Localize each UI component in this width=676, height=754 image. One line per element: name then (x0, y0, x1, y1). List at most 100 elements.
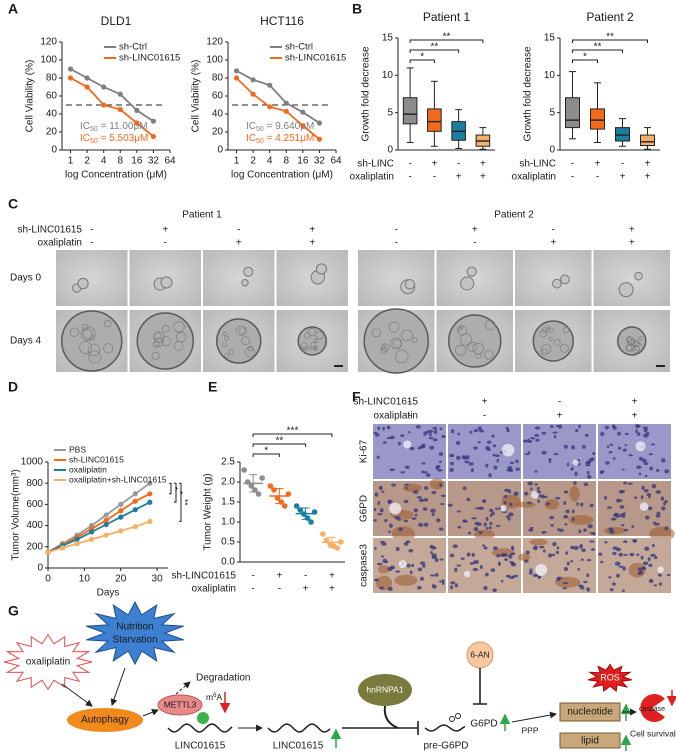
organoid (404, 279, 416, 290)
data-point (233, 75, 240, 81)
condition-sign: - (90, 238, 93, 249)
nucleus (553, 453, 559, 456)
nucleus (618, 552, 624, 557)
nucleus (576, 502, 579, 506)
condition-sign: - (473, 238, 476, 249)
nucleus (429, 445, 435, 450)
cell (239, 327, 247, 335)
nucleus (641, 485, 645, 491)
nucleus (524, 453, 531, 456)
nucleus (511, 562, 517, 567)
micrograph (56, 250, 128, 306)
condition-sign: - (408, 172, 411, 183)
significance-label: ** (430, 42, 438, 53)
data-point (89, 536, 95, 542)
nucleus (530, 487, 533, 491)
nucleus (643, 489, 649, 493)
nucleus (449, 461, 454, 466)
cell (411, 337, 418, 344)
nucleus (641, 566, 647, 571)
nucleus (655, 468, 660, 472)
nucleus (528, 528, 534, 532)
organoid (363, 308, 429, 374)
nucleus (414, 513, 418, 517)
nucleus (557, 424, 563, 429)
condition-sign: + (480, 172, 486, 183)
lumen (389, 502, 402, 515)
cell (466, 341, 478, 353)
legend-label: oxaliplatin (69, 464, 107, 474)
nucleus (374, 578, 380, 582)
data-point (103, 532, 109, 538)
row-label: Days 4 (10, 336, 42, 347)
data-point (67, 66, 74, 72)
nucleus (566, 462, 570, 467)
nucleus (578, 529, 582, 534)
y-tick-label: 10 (382, 70, 394, 81)
y-tick-label: 0 (51, 145, 57, 156)
cell (153, 331, 165, 343)
y-axis-label: Cell Viability (%) (25, 60, 36, 133)
cell (388, 321, 400, 333)
condition-label: oxaliplatin (374, 411, 418, 422)
nucleus (439, 558, 444, 561)
nucleus (438, 527, 444, 531)
ihc-image (598, 424, 671, 479)
box (640, 134, 655, 147)
nucleus (374, 547, 377, 550)
y-tick-label: 40 (46, 109, 58, 120)
nucleus (377, 512, 383, 516)
nucleus (434, 558, 439, 563)
nucleus (478, 531, 483, 534)
series-line (47, 492, 151, 553)
nucleus (440, 502, 445, 506)
nucleus (655, 490, 662, 494)
cell (236, 325, 247, 336)
nucleus (616, 573, 620, 578)
arrow (142, 708, 159, 717)
nucleus (515, 459, 519, 464)
nucleus (579, 544, 583, 549)
significance-label: * (583, 52, 587, 63)
panel-label: B (352, 1, 362, 17)
nucleus (403, 499, 409, 504)
nucleus (543, 549, 546, 553)
significance-label: ** (606, 32, 614, 43)
condition-sign: - (552, 225, 555, 236)
series-line (70, 77, 154, 138)
nucleus (586, 470, 590, 475)
nucleus (555, 496, 561, 500)
nucleus (600, 560, 604, 564)
cell (540, 348, 548, 356)
condition-sign: - (571, 172, 574, 183)
data-point (250, 91, 256, 97)
condition-sign: - (621, 159, 624, 170)
nucleus (484, 572, 489, 577)
scissor (449, 716, 455, 722)
nucleus (505, 489, 512, 492)
nucleus (397, 441, 401, 446)
nucleus (491, 434, 495, 438)
panel-label: D (8, 379, 18, 395)
nucleus (409, 570, 413, 575)
nucleus (494, 507, 499, 510)
nucleus (570, 467, 574, 471)
cell (303, 346, 308, 351)
data-point (244, 479, 251, 485)
nucleus (638, 456, 643, 461)
nucleus (485, 463, 489, 468)
nucleus (623, 553, 628, 557)
drug-shape (3, 633, 93, 691)
nucleus (411, 563, 415, 568)
y-tick-label: 5 (387, 107, 393, 118)
nucleus (578, 424, 581, 429)
y-tick-label: 2.5 (221, 457, 235, 468)
nucleus (377, 500, 381, 506)
nucleus (387, 566, 393, 572)
cell (541, 327, 548, 333)
nucleus (536, 486, 540, 491)
significance-label: * (264, 446, 268, 457)
condition-sign: - (408, 397, 411, 408)
text: m (206, 692, 213, 702)
nucleus (508, 491, 512, 494)
